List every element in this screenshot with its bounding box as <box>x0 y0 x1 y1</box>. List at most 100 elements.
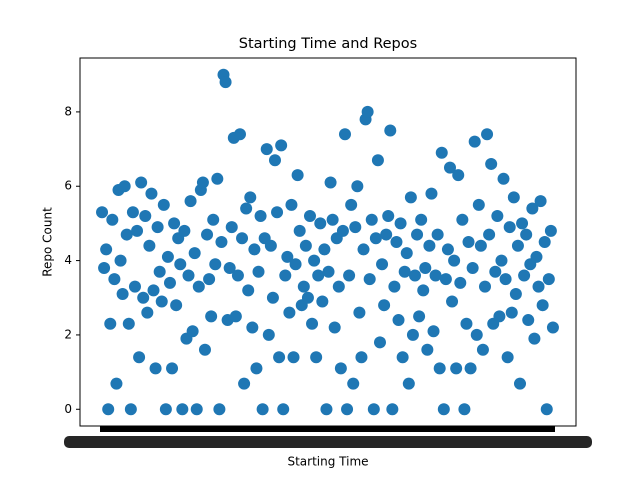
point <box>287 351 300 364</box>
point <box>439 273 452 286</box>
point <box>170 299 183 312</box>
point <box>392 314 405 327</box>
point <box>291 169 304 182</box>
point <box>149 362 162 375</box>
x-axis-label: Starting Time <box>287 455 368 469</box>
point <box>248 243 261 256</box>
point <box>540 403 553 416</box>
point <box>266 291 279 304</box>
point <box>271 206 284 219</box>
point <box>275 139 288 152</box>
point <box>332 280 345 293</box>
point <box>283 306 296 319</box>
point <box>450 362 463 375</box>
point <box>336 224 349 237</box>
point <box>464 362 477 375</box>
point <box>131 224 144 237</box>
point <box>347 377 360 390</box>
point <box>159 403 172 416</box>
point <box>470 328 483 341</box>
point <box>361 105 374 118</box>
x-tick-marks <box>100 426 555 432</box>
point <box>316 295 329 308</box>
point <box>106 213 119 226</box>
point <box>437 403 450 416</box>
point <box>201 228 214 241</box>
y-tick-label: 4 <box>64 253 72 267</box>
point <box>497 172 510 185</box>
point <box>213 403 226 416</box>
point <box>398 265 411 278</box>
x-tick-band <box>64 426 592 448</box>
point <box>458 403 471 416</box>
x-tick-label-overlap <box>64 436 592 448</box>
point <box>485 157 498 170</box>
point <box>273 351 286 364</box>
point <box>141 306 154 319</box>
point <box>536 299 549 312</box>
point <box>419 262 432 275</box>
point <box>530 250 543 263</box>
point <box>176 403 189 416</box>
point <box>413 310 426 323</box>
point <box>382 209 395 222</box>
point <box>250 362 263 375</box>
point <box>513 377 526 390</box>
point <box>155 295 168 308</box>
point <box>522 314 535 327</box>
point <box>454 276 467 289</box>
point <box>147 284 160 297</box>
point <box>516 217 529 230</box>
point <box>528 332 541 345</box>
point <box>491 209 504 222</box>
point <box>168 217 181 230</box>
point <box>102 403 115 416</box>
point <box>285 198 298 211</box>
point <box>363 273 376 286</box>
point <box>242 284 255 297</box>
point <box>137 291 150 304</box>
point <box>264 239 277 252</box>
point <box>456 213 469 226</box>
point <box>474 239 487 252</box>
point <box>481 128 494 141</box>
plot-area <box>96 68 559 416</box>
point <box>184 195 197 208</box>
point <box>104 317 117 330</box>
point <box>468 135 481 148</box>
point <box>116 288 129 301</box>
point <box>143 239 156 252</box>
point <box>96 206 109 219</box>
point <box>338 128 351 141</box>
point <box>135 176 148 189</box>
point <box>281 250 294 263</box>
point <box>277 403 290 416</box>
point <box>252 265 265 278</box>
point <box>509 288 522 301</box>
point <box>404 191 417 204</box>
point <box>415 213 428 226</box>
point <box>110 377 123 390</box>
point <box>324 176 337 189</box>
point <box>192 280 205 293</box>
y-axis-label: Repo Count <box>41 207 55 277</box>
point <box>211 172 224 185</box>
point <box>166 362 179 375</box>
point <box>98 262 111 275</box>
point <box>205 310 218 323</box>
point <box>219 76 232 89</box>
point <box>427 325 440 338</box>
point <box>446 295 459 308</box>
point <box>443 161 456 174</box>
point <box>328 321 341 334</box>
point <box>215 236 228 248</box>
point <box>151 221 164 234</box>
point <box>182 269 195 282</box>
point <box>260 143 273 156</box>
point <box>483 228 496 241</box>
point <box>429 269 442 282</box>
point <box>351 180 364 193</box>
point <box>538 236 551 248</box>
